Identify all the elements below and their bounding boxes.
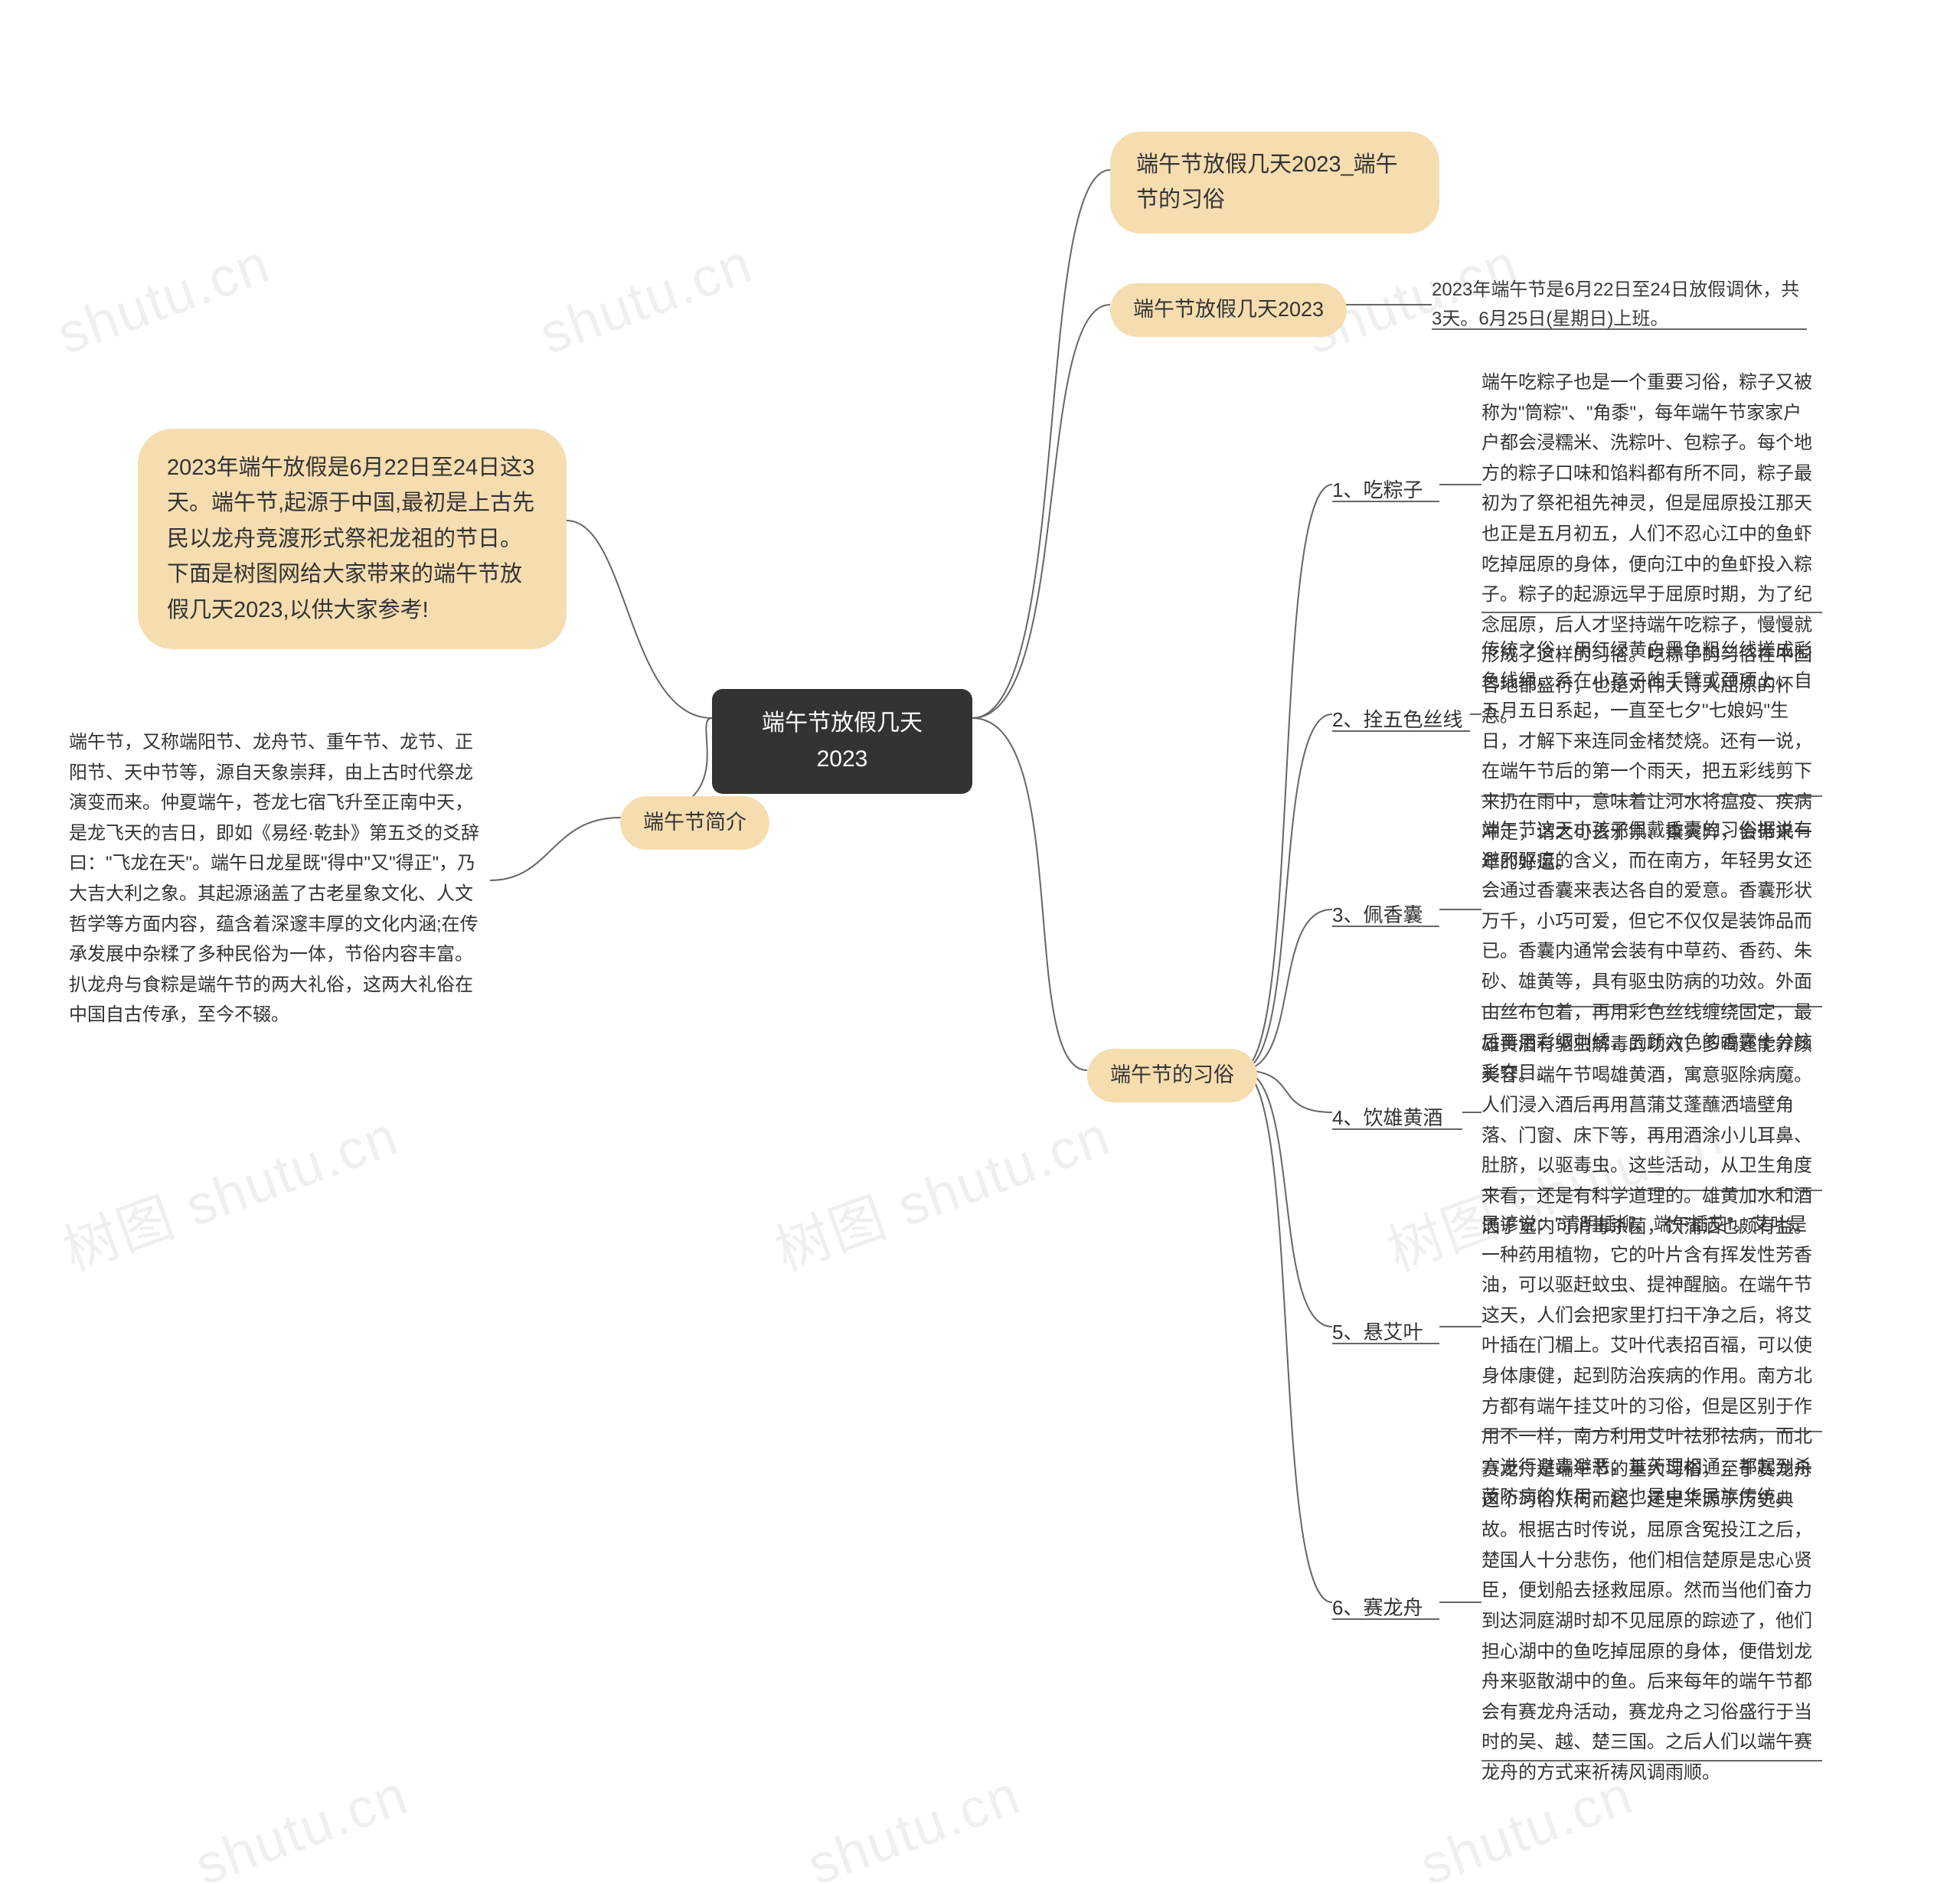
watermark: 树图 shutu.cn	[51, 1091, 407, 1286]
custom-body: 赛龙舟是端午节的重大习俗，至于赛龙舟这个习俗从何而起，还是来源于历史典故。根据古…	[1481, 1455, 1818, 1788]
customs-node[interactable]: 端午节的习俗	[1087, 1049, 1257, 1102]
summary-body: 端午节，又称端阳节、龙舟节、重午节、龙节、正阳节、天中节等，源自天象崇拜，由上古…	[69, 727, 490, 1030]
header-node[interactable]: 端午节放假几天2023_端午节的习俗	[1110, 132, 1439, 233]
mindmap-canvas: shutu.cn shutu.cn 树图 shutu.cn 树图 shutu.c…	[0, 0, 1960, 1884]
holiday-body: 2023年端午节是6月22日至24日放假调休，共3天。6月25日(星期日)上班。	[1432, 276, 1807, 335]
watermark: shutu.cn	[50, 232, 279, 367]
custom-label[interactable]: 2、拴五色丝线	[1332, 704, 1462, 735]
custom-label[interactable]: 3、佩香囊	[1332, 900, 1423, 930]
intro-block[interactable]: 2023年端午放假是6月22日至24日这3天。端午节,起源于中国,最初是上古先民…	[138, 429, 567, 649]
custom-label[interactable]: 6、赛龙舟	[1332, 1592, 1423, 1623]
custom-label[interactable]: 5、悬艾叶	[1332, 1317, 1423, 1347]
holiday-node[interactable]: 端午节放假几天2023	[1110, 283, 1347, 337]
custom-label[interactable]: 4、饮雄黄酒	[1332, 1102, 1442, 1133]
watermark: shutu.cn	[800, 1763, 1029, 1884]
root-node[interactable]: 端午节放假几天2023	[712, 689, 972, 794]
watermark: shutu.cn	[532, 232, 761, 367]
watermark: 树图 shutu.cn	[763, 1091, 1119, 1286]
custom-label[interactable]: 1、吃粽子	[1332, 475, 1423, 505]
summary-node[interactable]: 端午节简介	[620, 796, 769, 850]
watermark: shutu.cn	[188, 1763, 416, 1884]
